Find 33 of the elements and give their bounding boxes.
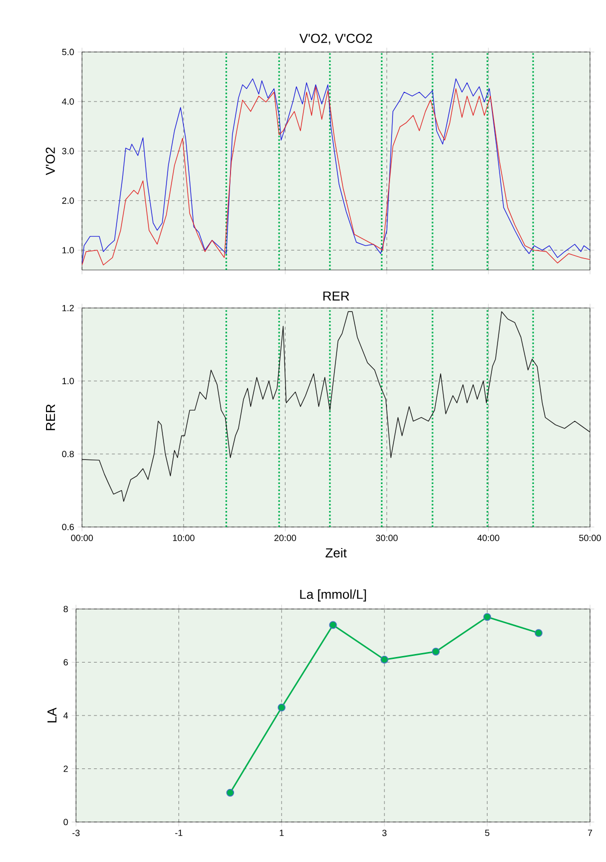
y-axis-title: LA — [47, 708, 56, 722]
y-tick-label: 1.0 — [62, 246, 74, 254]
y-tick-label: 2.0 — [62, 197, 74, 204]
x-tick-label: 7 — [588, 830, 592, 836]
y-tick-label: 4.0 — [62, 98, 74, 105]
y-tick-label: 0.8 — [62, 450, 74, 458]
y-tick-label: 0 — [64, 818, 68, 826]
y-tick-label: 5.0 — [62, 48, 74, 56]
x-axis-title: Zeit — [326, 548, 347, 558]
chart-title: RER — [323, 292, 350, 300]
x-tick-label: 3 — [382, 830, 387, 836]
x-tick-label: -1 — [175, 830, 182, 836]
y-tick-label: 8 — [64, 606, 68, 612]
y-tick-label: 2 — [64, 766, 68, 772]
x-tick-label: 00:00 — [71, 534, 93, 542]
chart-title: V'O2, V'CO2 — [299, 34, 372, 44]
y-tick-label: 0.6 — [62, 524, 74, 530]
y-tick-label: 3.0 — [62, 148, 74, 154]
x-tick-label: 50:00 — [579, 534, 601, 542]
x-tick-label: 1 — [280, 830, 284, 836]
x-tick-label: 5 — [485, 830, 490, 836]
x-tick-label: 20:00 — [274, 534, 296, 542]
y-axis-title: V'O2 — [46, 147, 55, 176]
x-tick-label: -3 — [72, 830, 80, 836]
chart-title: La [mmol/L] — [300, 589, 366, 602]
y-tick-label: 6 — [64, 659, 68, 666]
y-tick-label: 4 — [63, 712, 68, 719]
y-tick-label: 1.0 — [62, 378, 74, 384]
y-tick-label: 1.2 — [62, 304, 74, 312]
y-axis-title: RER — [46, 404, 55, 430]
x-tick-label: 30:00 — [376, 534, 398, 542]
x-tick-label: 40:00 — [477, 534, 500, 542]
x-tick-label: 10:00 — [173, 534, 194, 542]
